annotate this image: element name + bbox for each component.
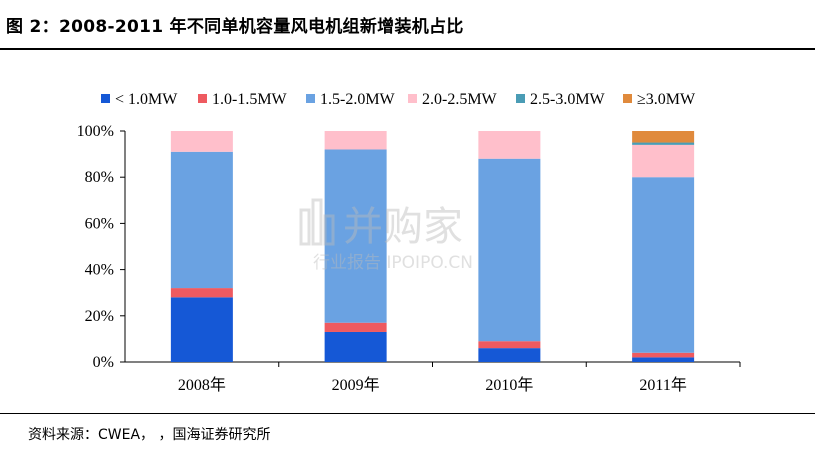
bar-segment: [478, 348, 541, 362]
bar-segment: [170, 288, 233, 298]
legend-swatch: [198, 94, 207, 103]
title-rule: [0, 48, 815, 50]
bar-segment: [170, 151, 233, 289]
legend-label: 2.0-2.5MW: [422, 91, 498, 108]
x-tick-label: 2009年: [332, 376, 380, 394]
legend-label: ≥3.0MW: [637, 91, 696, 108]
bar-segment: [324, 331, 387, 362]
bar-segment: [170, 297, 233, 362]
stacked-bar-chart: 0% 20% 40% 60% 80% 100% 2008年 2009年 2010年 2011年 < …: [77, 91, 741, 394]
legend-label: < 1.0MW: [115, 91, 178, 108]
bar-segment: [632, 357, 695, 362]
bar-segment: [170, 131, 233, 152]
bar-segment: [324, 131, 387, 150]
y-tick-label: 60%: [85, 215, 114, 232]
legend-swatch: [408, 94, 417, 103]
source-note: 资料来源：CWEA， ，国海证券研究所: [28, 427, 271, 443]
y-tick-label: 100%: [77, 123, 114, 140]
legend-swatch: [516, 94, 525, 103]
bar-segment: [478, 131, 541, 159]
x-tick-label: 2008年: [178, 376, 226, 394]
bar-segment: [324, 149, 387, 323]
x-tick-label: 2011年: [639, 376, 686, 394]
legend-label: 2.5-3.0MW: [530, 91, 606, 108]
bar-segment: [324, 322, 387, 332]
bar-segment: [632, 144, 695, 178]
bar-segment: [478, 158, 541, 342]
legend-label: 1.5-2.0MW: [320, 91, 396, 108]
y-tick-label: 40%: [85, 262, 114, 279]
bar-segment: [478, 341, 541, 349]
y-tick-label: 0%: [93, 354, 114, 371]
watermark-brand: 并购家: [343, 204, 463, 250]
source-rule: [0, 413, 815, 414]
legend-swatch: [306, 94, 315, 103]
bar-segment: [632, 352, 695, 358]
watermark-logo: 并购家 行业报告 IPOIPO.CN: [295, 190, 535, 280]
x-tick-label: 2010年: [485, 376, 533, 394]
chart-title: 图 2：2008-2011 年不同单机容量风电机组新增装机占比: [6, 17, 464, 37]
bar-segment: [632, 131, 695, 143]
legend-swatch: [623, 94, 632, 103]
y-tick-label: 80%: [85, 169, 114, 186]
watermark-subtitle: 行业报告 IPOIPO.CN: [313, 253, 473, 273]
bar-segment: [632, 177, 695, 353]
legend-swatch: [101, 94, 110, 103]
y-tick-label: 20%: [85, 308, 114, 325]
legend-label: 1.0-1.5MW: [212, 91, 288, 108]
bar-segment: [632, 142, 695, 145]
